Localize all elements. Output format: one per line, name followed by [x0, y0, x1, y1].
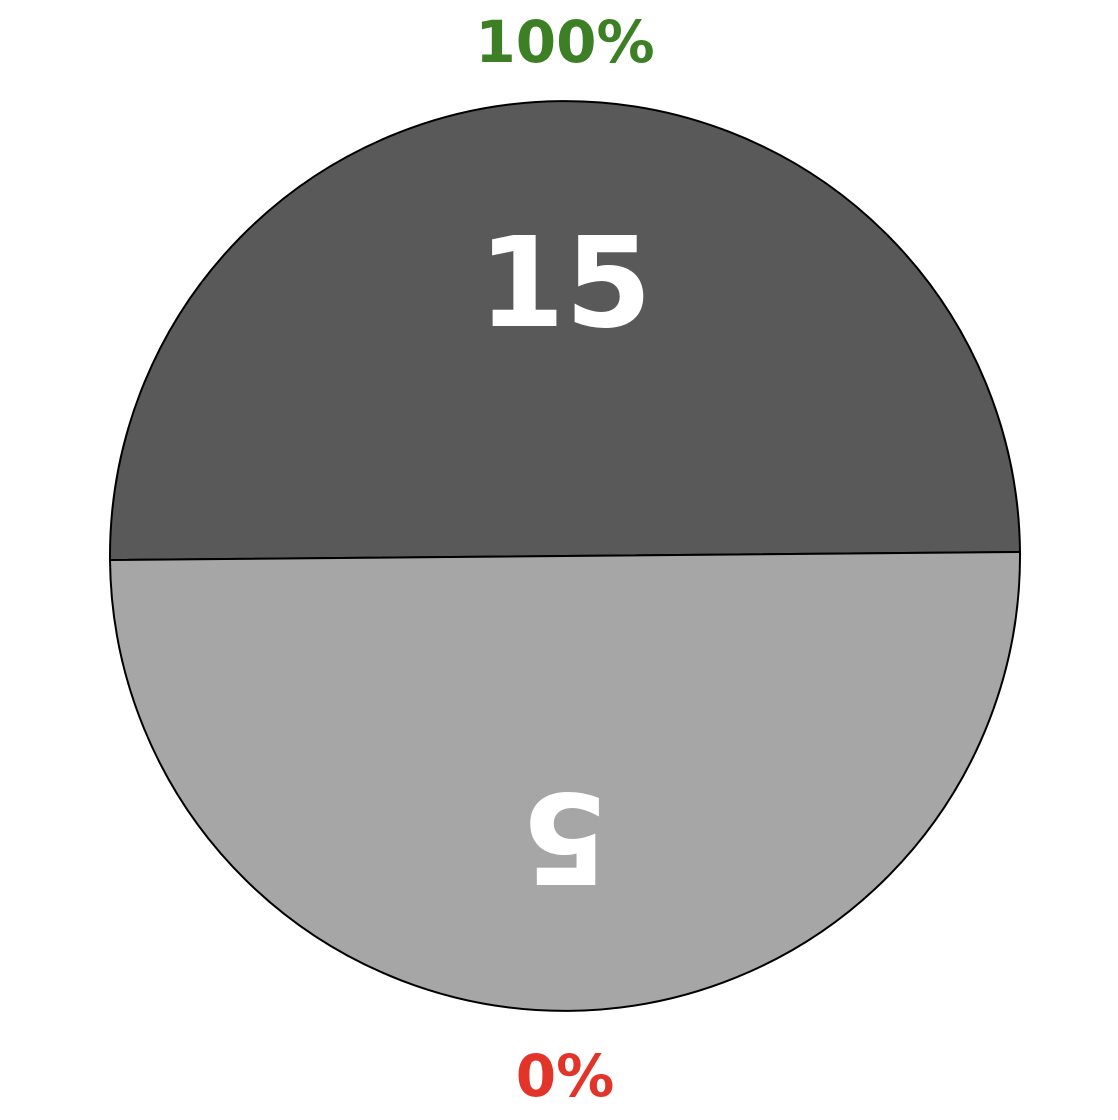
top-label: 100% — [475, 8, 654, 76]
segment-label: 15 — [478, 211, 652, 356]
bottom-label: 0% — [516, 1042, 614, 1110]
bottom-segment — [108, 550, 1022, 1012]
top-segment — [108, 100, 1022, 562]
segment-label: 5 — [522, 764, 609, 909]
